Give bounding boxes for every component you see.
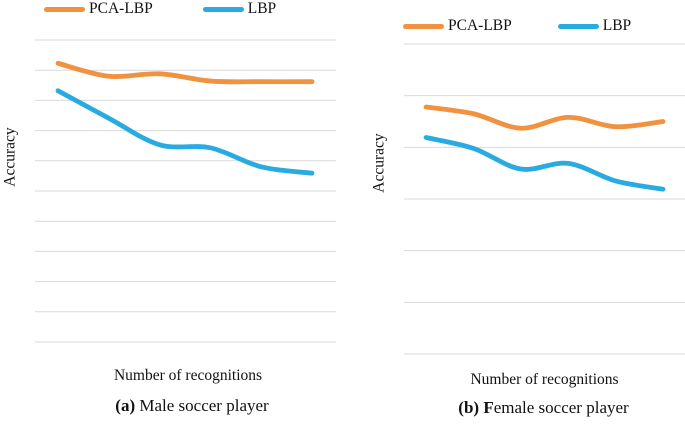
y-axis-label-a: Accuracy [1,127,19,187]
legend-label-lbp: LBP [247,0,277,18]
plot-area-b [404,43,685,355]
lbp-line-swatch-icon [202,6,244,12]
pca-lbp-line-swatch-icon [44,6,85,12]
caption-a-marker: (a) [115,396,136,415]
x-axis-label-a: Number of recognitions [113,367,263,384]
legend-label-lbp: LBP [602,17,632,35]
chart-panel-a: PCA-LBP LBP Accuracy Number of recogniti… [0,0,342,424]
caption-a: (a) Male soccer player [35,396,349,416]
series-line-pca-lbp [55,60,315,85]
plot-area-a [35,39,336,343]
caption-b-marker: (b) F [458,398,494,417]
y-axis-label-b: Accuracy [370,133,388,193]
pca-lbp-line-swatch-icon [403,23,444,29]
series-line-pca-lbp [423,104,666,131]
legend-item-lbp: LBP [202,0,277,18]
series-line-lbp [55,88,315,176]
chart-panel-b: PCA-LBP LBP Accuracy Number of recogniti… [342,0,685,424]
legend-a: PCA-LBP LBP [44,1,276,17]
x-axis-label-b: Number of recognitions [470,371,619,388]
legend-item-lbp: LBP [557,17,632,35]
legend-label-pca-lbp: PCA-LBP [448,17,512,35]
caption-b-text: emale soccer player [493,398,629,417]
lbp-line-swatch-icon [557,23,599,29]
legend-item-pca-lbp: PCA-LBP [403,18,512,34]
caption-b: (b) Female soccer player [402,398,685,418]
legend-label-pca-lbp: PCA-LBP [89,0,153,18]
series-line-lbp [423,135,666,192]
legend-b: PCA-LBP LBP [403,18,631,34]
caption-a-text: Male soccer player [135,396,269,415]
legend-item-pca-lbp: PCA-LBP [44,1,153,17]
